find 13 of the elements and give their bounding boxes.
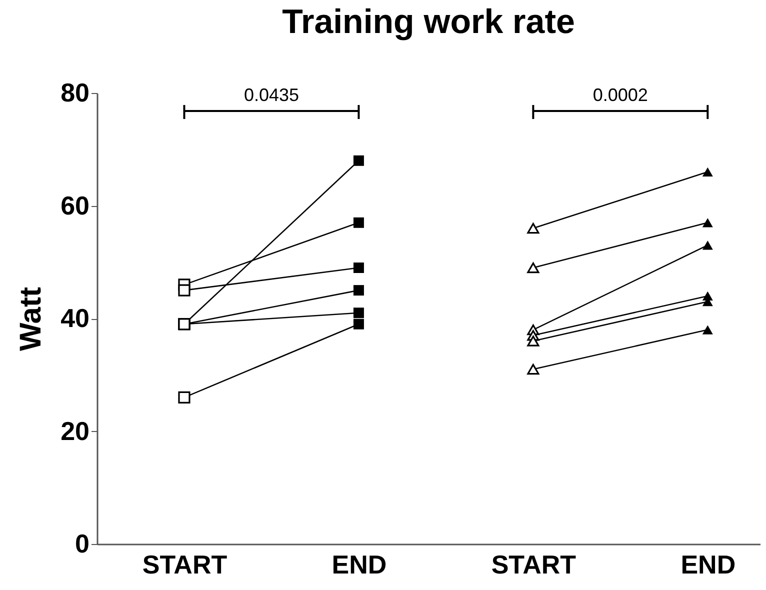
y-tick-label: 20 [60, 416, 90, 446]
y-axis-title: Watt [14, 287, 48, 351]
x-tick-label: START [142, 550, 228, 580]
y-tick-label: 0 [75, 528, 90, 558]
y-tick-label: 80 [60, 78, 90, 108]
x-tick-label: END [680, 550, 736, 580]
y-tick-label: 60 [60, 190, 90, 220]
x-tick-label: END [332, 550, 387, 580]
annotation: 0.0002 [592, 85, 648, 105]
chart-title: Training work rate [282, 3, 575, 41]
annotation: 0.0435 [244, 85, 300, 105]
x-tick-label: START [491, 550, 576, 580]
y-tick-label: 40 [60, 303, 90, 333]
